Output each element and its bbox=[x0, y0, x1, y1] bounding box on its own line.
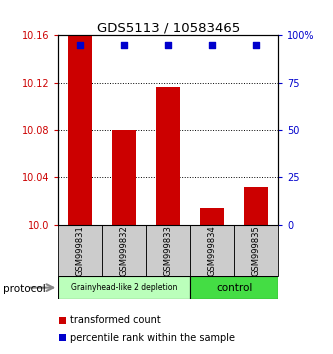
Point bbox=[122, 42, 127, 48]
Bar bbox=[234, 225, 278, 276]
Title: GDS5113 / 10583465: GDS5113 / 10583465 bbox=[97, 21, 240, 34]
Text: GSM999831: GSM999831 bbox=[76, 225, 85, 276]
Bar bbox=[190, 225, 234, 276]
Bar bbox=[58, 276, 190, 299]
Bar bbox=[59, 334, 66, 341]
Bar bbox=[146, 225, 190, 276]
Text: GSM999835: GSM999835 bbox=[251, 225, 261, 276]
Bar bbox=[58, 225, 102, 276]
Text: GSM999832: GSM999832 bbox=[120, 225, 129, 276]
Text: GSM999833: GSM999833 bbox=[164, 225, 173, 276]
Bar bbox=[200, 208, 224, 225]
Text: GSM999834: GSM999834 bbox=[207, 225, 217, 276]
Bar bbox=[156, 87, 180, 225]
Point bbox=[78, 42, 83, 48]
Point bbox=[253, 42, 259, 48]
Text: transformed count: transformed count bbox=[70, 315, 161, 325]
Bar bbox=[190, 276, 278, 299]
Bar bbox=[244, 187, 268, 225]
Bar bbox=[112, 130, 136, 225]
Point bbox=[209, 42, 215, 48]
Bar bbox=[68, 35, 92, 225]
Text: percentile rank within the sample: percentile rank within the sample bbox=[70, 333, 235, 343]
Bar bbox=[102, 225, 146, 276]
Bar bbox=[59, 316, 66, 324]
Text: protocol: protocol bbox=[3, 284, 46, 293]
Text: control: control bbox=[216, 282, 252, 293]
Point bbox=[166, 42, 171, 48]
Text: Grainyhead-like 2 depletion: Grainyhead-like 2 depletion bbox=[71, 283, 177, 292]
